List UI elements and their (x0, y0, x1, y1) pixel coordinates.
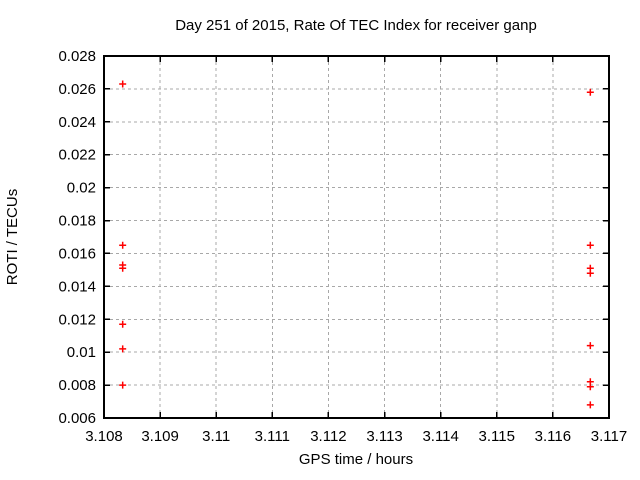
data-point-marker (119, 80, 127, 88)
y-axis-label: ROTI / TECUs (4, 189, 21, 285)
data-point-marker (119, 264, 127, 272)
data-point-marker (119, 241, 127, 249)
data-point-marker (586, 88, 594, 96)
x-tick-label: 3.112 (310, 428, 346, 445)
y-tick-label: 0.016 (58, 245, 96, 262)
y-tick-label: 0.028 (58, 48, 96, 65)
data-point-marker (586, 401, 594, 409)
axis-ticks (103, 55, 610, 419)
data-point-marker (119, 381, 127, 389)
y-tick-label: 0.012 (58, 311, 96, 328)
data-point-marker (586, 269, 594, 277)
x-tick-label: 3.11 (202, 428, 230, 445)
y-tick-label: 0.018 (58, 213, 96, 230)
x-tick-label: 3.109 (141, 428, 179, 445)
x-axis-label: GPS time / hours (299, 451, 413, 468)
y-tick-label: 0.02 (67, 180, 96, 197)
y-tick-label: 0.006 (58, 410, 96, 427)
y-tick-label: 0.024 (58, 114, 96, 131)
grid-lines (103, 55, 610, 419)
data-point-marker (586, 383, 594, 391)
x-tick-label: 3.115 (479, 428, 515, 445)
y-tick-label: 0.026 (58, 81, 96, 98)
x-tick-label: 3.111 (255, 428, 290, 445)
data-point-marker (119, 320, 127, 328)
data-point-marker (586, 241, 594, 249)
x-tick-label: 3.108 (85, 428, 123, 445)
data-point-marker (119, 345, 127, 353)
y-tick-labels: 0.006 0.008 0.01 0.012 0.014 0.016 0.018 0.02 0.… (58, 48, 96, 427)
x-tick-label: 3.117 (591, 428, 627, 445)
x-tick-label: 3.113 (366, 428, 402, 445)
data-point-marker (586, 342, 594, 350)
y-tick-label: 0.022 (58, 147, 96, 164)
chart-title: Day 251 of 2015, Rate Of TEC Index for r… (175, 17, 537, 34)
x-tick-labels: 3.108 3.109 3.11 3.111 3.112 3.113 3.114 3.115 3… (85, 428, 627, 445)
x-tick-label: 3.114 (422, 428, 458, 445)
y-tick-label: 0.008 (58, 377, 96, 394)
x-tick-label: 3.116 (535, 428, 571, 445)
data-points (119, 80, 594, 409)
plot-border (103, 55, 610, 419)
y-tick-label: 0.014 (58, 278, 96, 295)
y-tick-label: 0.01 (67, 344, 96, 361)
